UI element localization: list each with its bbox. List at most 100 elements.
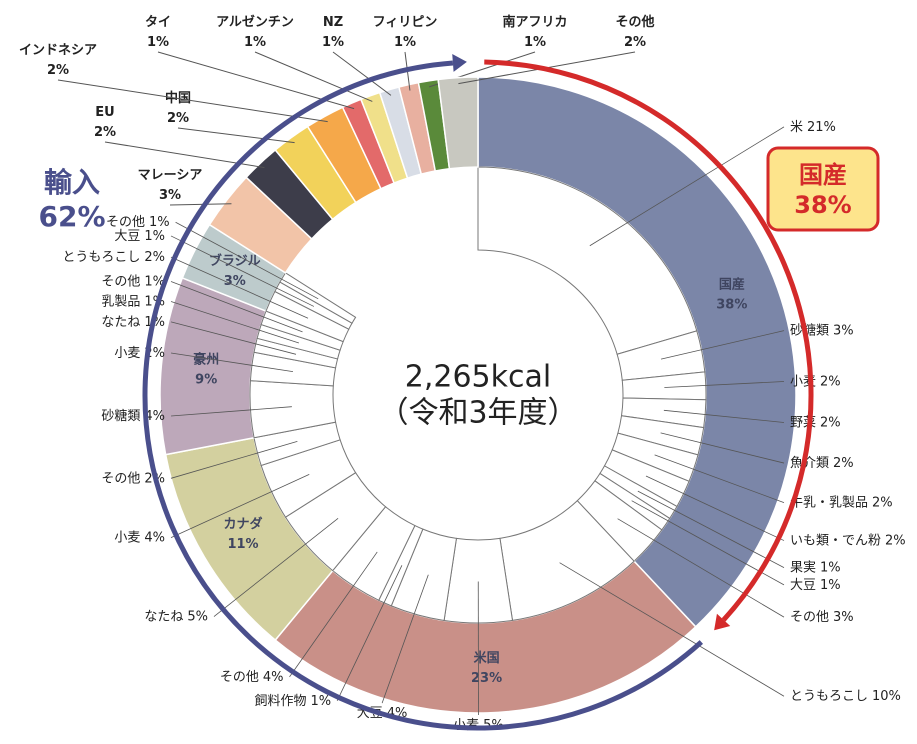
item-name: 果実: [790, 559, 816, 575]
country-name: 米国: [474, 649, 500, 665]
item-name: なたね: [101, 314, 140, 329]
item-name: 小麦: [114, 530, 140, 545]
country-share: 1%: [322, 35, 344, 50]
item-share: 2%: [833, 456, 854, 471]
country-label: フィリピン 1%: [373, 15, 438, 50]
item-share: 5%: [187, 609, 208, 624]
country-name: マレーシア: [138, 168, 203, 183]
item-name: その他: [101, 471, 140, 486]
item-share: 1%: [820, 560, 841, 575]
item-name: 大豆: [790, 577, 816, 592]
item-name: その他: [790, 610, 829, 625]
country-name: ブラジル: [209, 253, 261, 269]
item-label: 飼料作物 1%: [255, 693, 332, 708]
country-share: 1%: [524, 35, 546, 50]
item-share: 2%: [144, 250, 165, 265]
item-label: 魚介類 2%: [790, 456, 854, 471]
item-name: 牛乳・乳製品: [790, 495, 868, 510]
country-share: 9%: [195, 372, 217, 387]
import-name: 輸入: [44, 166, 100, 199]
item-name: なたね: [144, 609, 183, 624]
country-name: NZ: [323, 15, 343, 30]
item-name: 乳製品: [101, 294, 140, 309]
item-share: 1%: [820, 577, 841, 592]
country-share: 38%: [716, 297, 747, 312]
item-share: 2%: [872, 495, 893, 510]
item-label: なたね 5%: [144, 609, 208, 624]
item-name: とうもろこし: [62, 250, 140, 265]
import-share: 62%: [38, 200, 105, 233]
country-name: その他: [615, 14, 654, 30]
item-label: 牛乳・乳製品 2%: [790, 495, 893, 510]
item-share: 1%: [311, 693, 332, 708]
item-label: その他 3%: [790, 610, 854, 625]
country-label: インドネシア 2%: [19, 43, 97, 78]
leader-line: [255, 52, 372, 101]
item-label: 果実 1%: [790, 559, 841, 575]
country-label: EU 2%: [94, 105, 116, 140]
item-label: とうもろこし 10%: [790, 689, 901, 704]
center-year: （令和3年度）: [378, 396, 577, 431]
country-label: NZ 1%: [322, 15, 344, 50]
country-share: 1%: [147, 35, 169, 50]
item-name: 小麦: [114, 346, 140, 361]
country-share: 2%: [167, 111, 189, 126]
country-label: タイ 1%: [145, 15, 171, 50]
item-name: 魚介類: [790, 456, 829, 471]
item-name: とうもろこし: [790, 689, 868, 704]
item-name: その他: [106, 215, 145, 230]
item-name: その他: [101, 274, 140, 289]
item-name: 砂糖類: [101, 408, 140, 424]
item-share: 2%: [885, 533, 906, 548]
country-label: その他 2%: [615, 14, 654, 50]
country-share: 1%: [394, 35, 416, 50]
item-name: 大豆: [114, 228, 140, 243]
country-name: 豪州: [193, 351, 219, 367]
country-share: 2%: [624, 35, 646, 50]
country-name: 国産: [719, 276, 745, 292]
item-name: 飼料作物: [255, 693, 307, 708]
country-name: インドネシア: [19, 43, 97, 58]
country-share: 2%: [94, 125, 116, 140]
item-share: 4%: [144, 530, 165, 545]
domestic-name: 国産: [799, 161, 847, 189]
item-share: 3%: [833, 610, 854, 625]
item-label: とうもろこし 2%: [62, 250, 165, 265]
item-label: 砂糖類 3%: [790, 322, 854, 338]
center-total: 2,265kcal: [405, 360, 551, 395]
country-share: 23%: [471, 670, 502, 685]
item-name: 砂糖類: [790, 322, 829, 338]
item-label: 大豆 1%: [114, 228, 165, 243]
country-share: 1%: [244, 35, 266, 50]
country-name: EU: [95, 105, 114, 120]
country-share: 2%: [47, 63, 69, 78]
item-label: 大豆 1%: [790, 577, 841, 592]
country-name: フィリピン: [373, 15, 438, 30]
country-name: アルゼンチン: [216, 14, 294, 30]
country-label: アルゼンチン 1%: [216, 14, 294, 50]
country-label: マレーシア 3%: [138, 168, 203, 203]
item-share: 10%: [872, 689, 901, 704]
item-share: 4%: [263, 669, 284, 684]
item-share: 2%: [820, 374, 841, 389]
item-share: 1%: [144, 228, 165, 243]
item-label: 米 21%: [790, 119, 836, 134]
country-share: 3%: [159, 188, 181, 203]
country-name: 南アフリカ: [502, 14, 567, 30]
country-share: 3%: [224, 274, 246, 289]
item-name: 米: [790, 119, 803, 134]
country-name: タイ: [145, 15, 171, 30]
item-share: 3%: [833, 323, 854, 338]
item-share: 21%: [807, 119, 836, 134]
arrow-head: [452, 54, 467, 72]
